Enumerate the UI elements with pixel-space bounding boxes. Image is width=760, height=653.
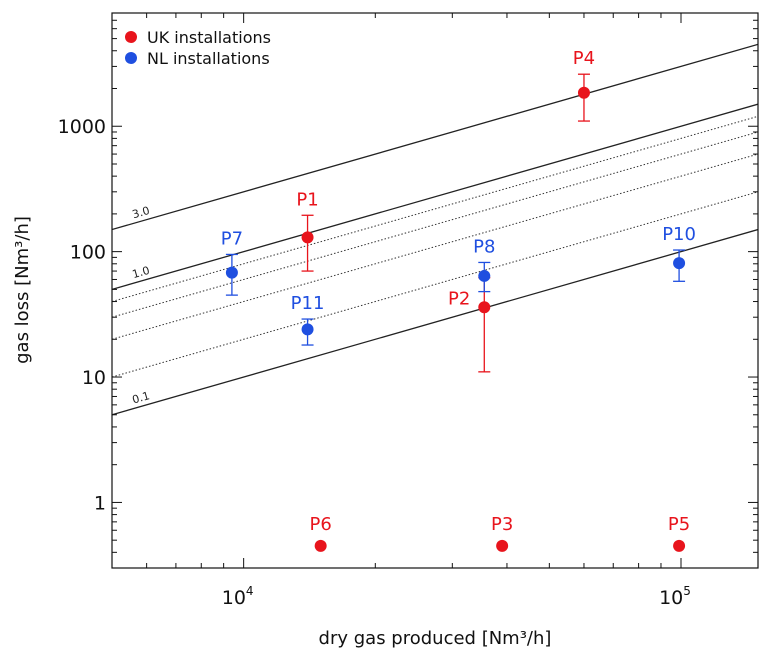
reference-line (112, 153, 758, 340)
legend-marker-uk (125, 31, 137, 43)
data-point-p1 (301, 231, 314, 244)
y-axis-ticks (112, 12, 758, 569)
x-tick-label: 104 (222, 584, 254, 609)
y-tick-label: 10 (82, 367, 106, 389)
data-point-p4 (577, 86, 590, 99)
data-point-p3 (496, 539, 509, 552)
reference-line (112, 191, 758, 378)
y-tick-label: 1 (94, 492, 106, 514)
data-points: P1 P2 P4 P6 P3 P5 P7 P11 P8 P10 (221, 48, 696, 552)
reference-line (112, 228, 758, 416)
legend-label-nl: NL installations (147, 49, 270, 68)
x-axis-title: dry gas produced [Nm³/h] (319, 628, 552, 649)
x-axis-ticks (111, 13, 682, 568)
reference-line (112, 115, 758, 303)
reference-line-labels: 3.0 1.0 0.1 (131, 204, 151, 407)
data-label-p10: P10 (662, 224, 696, 245)
data-point-p7 (225, 266, 238, 279)
data-label-p11: P11 (291, 293, 325, 314)
data-label-p1: P1 (296, 189, 318, 210)
legend-marker-nl (125, 52, 137, 64)
data-label-p3: P3 (491, 514, 513, 535)
plot-frame (111, 12, 759, 569)
data-label-p7: P7 (221, 228, 243, 249)
y-tick-label: 1000 (58, 116, 106, 138)
reference-line-label: 0.1 (131, 389, 151, 406)
reference-lines (112, 43, 758, 416)
reference-line-label: 1.0 (131, 264, 151, 281)
data-point-p10 (673, 257, 686, 270)
data-label-p4: P4 (573, 48, 595, 69)
data-point-p11 (301, 323, 314, 336)
x-axis-tick-labels: 104 105 (222, 584, 691, 609)
legend-label-uk: UK installations (147, 28, 271, 47)
x-tick-label: 105 (659, 584, 691, 609)
y-axis-title: gas loss [Nm³/h] (12, 216, 33, 364)
data-point-p8 (478, 269, 491, 282)
data-point-p2 (478, 301, 491, 314)
legend: UK installations NL installations (125, 28, 271, 68)
reference-line-label: 3.0 (131, 204, 151, 221)
data-point-p5 (673, 539, 686, 552)
y-axis-tick-labels: 1 10 100 1000 (58, 116, 106, 514)
reference-line (112, 131, 758, 318)
y-tick-label: 100 (70, 242, 106, 264)
data-label-p8: P8 (473, 236, 495, 257)
data-point-p6 (314, 539, 327, 552)
reference-line (112, 103, 758, 291)
reference-line (112, 43, 758, 231)
data-label-p5: P5 (668, 514, 690, 535)
data-label-p2: P2 (448, 288, 470, 309)
data-label-p6: P6 (310, 514, 332, 535)
